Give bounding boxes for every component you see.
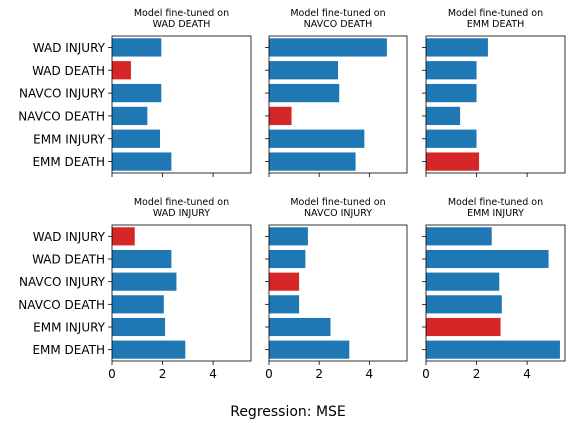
- y-tick-label: WAD INJURY: [33, 230, 106, 244]
- bar-navco-injury: [112, 83, 162, 103]
- x-tick-label: 2: [473, 367, 481, 381]
- bar-navco-death: [269, 106, 292, 126]
- bar-emm-death: [426, 340, 560, 359]
- subplot-title: Model fine-tuned on WAD DEATH: [134, 8, 229, 30]
- axes-frame: [268, 35, 408, 174]
- bar-wad-injury: [426, 227, 492, 246]
- bar-wad-injury: [269, 38, 387, 57]
- bar-navco-death: [269, 295, 300, 314]
- y-tick-label: EMM DEATH: [32, 155, 105, 169]
- subplot-title: Model fine-tuned on EMM INJURY: [448, 197, 543, 219]
- bar-emm-death: [426, 152, 480, 171]
- bar-emm-death: [112, 340, 186, 359]
- bar-navco-death: [112, 106, 148, 126]
- axes-frame: [425, 224, 566, 362]
- y-tick-label: WAD INJURY: [33, 41, 106, 55]
- x-tick-label: 4: [209, 367, 217, 381]
- y-tick-label: NAVCO INJURY: [19, 275, 106, 289]
- bar-emm-death: [269, 340, 350, 359]
- bar-emm-injury: [112, 317, 166, 337]
- bar-navco-death: [426, 106, 461, 126]
- bar-emm-injury: [269, 317, 331, 337]
- subplot-1: WAD INJURY WAD DEATH NAVCO INJURY NAVCO DEA…: [18, 8, 252, 177]
- figure-xlabel: Regression: MSE: [230, 404, 346, 420]
- bar-navco-injury: [112, 272, 177, 291]
- bar-navco-injury: [426, 83, 477, 103]
- subplot-title: Model fine-tuned on NAVCO DEATH: [290, 8, 385, 30]
- subplot-2: Model fine-tuned on NAVCO DEATH: [265, 8, 408, 177]
- y-tick-label: EMM INJURY: [33, 321, 106, 335]
- bar-emm-injury: [269, 129, 365, 148]
- axes-frame: [268, 224, 408, 362]
- subplot-6: 0 2 4 Model fine-tuned on EMM INJURY: [422, 197, 566, 381]
- x-tick-label: 2: [315, 367, 323, 381]
- x-tick-label: 4: [523, 367, 531, 381]
- axes-frame: [425, 35, 566, 174]
- bar-wad-injury: [112, 227, 135, 246]
- bar-wad-death: [426, 61, 477, 80]
- y-tick-label: NAVCO DEATH: [18, 109, 105, 123]
- subplot-3: Model fine-tuned on EMM DEATH: [422, 8, 566, 177]
- y-tick-label: WAD DEATH: [32, 64, 105, 78]
- subplot-5: 0 2 4 Model fine-tuned on NAVCO INJURY: [265, 197, 408, 381]
- y-tick-label: WAD DEATH: [32, 253, 105, 267]
- x-tick-label: 0: [108, 367, 116, 381]
- bar-navco-injury: [269, 83, 340, 103]
- y-tick-label: EMM DEATH: [32, 343, 105, 357]
- x-tick-label: 0: [422, 367, 430, 381]
- y-tick-label: NAVCO INJURY: [19, 87, 106, 101]
- bar-navco-injury: [269, 272, 300, 291]
- bar-emm-injury: [426, 317, 501, 337]
- subplot-title: Model fine-tuned on WAD INJURY: [134, 197, 229, 219]
- bar-wad-death: [112, 61, 131, 80]
- subplots: WAD INJURY WAD DEATH NAVCO INJURY NAVCO DEA…: [18, 8, 566, 381]
- axes-frame: [111, 224, 252, 362]
- y-tick-label: NAVCO DEATH: [18, 298, 105, 312]
- bar-navco-death: [112, 295, 164, 314]
- subplot-title: Model fine-tuned on NAVCO INJURY: [290, 197, 385, 219]
- x-tick-label: 0: [265, 367, 273, 381]
- bar-wad-death: [269, 61, 338, 80]
- bar-wad-injury: [269, 227, 308, 246]
- bar-navco-injury: [426, 272, 500, 291]
- bar-emm-injury: [112, 129, 161, 148]
- bar-wad-death: [426, 249, 549, 269]
- bar-emm-death: [269, 152, 356, 171]
- bar-navco-death: [426, 295, 502, 314]
- bar-wad-injury: [112, 38, 162, 57]
- bar-wad-injury: [426, 38, 488, 57]
- x-tick-label: 4: [366, 367, 374, 381]
- y-tick-label: EMM INJURY: [33, 132, 106, 146]
- bar-wad-death: [112, 249, 172, 269]
- bar-wad-death: [269, 249, 306, 269]
- x-tick-label: 2: [159, 367, 167, 381]
- bar-emm-injury: [426, 129, 477, 148]
- axes-frame: [111, 35, 252, 174]
- bar-emm-death: [112, 152, 172, 171]
- subplot-4: WAD INJURY WAD DEATH NAVCO INJURY NAVCO DEA…: [18, 197, 252, 381]
- subplot-title: Model fine-tuned on EMM DEATH: [448, 8, 543, 30]
